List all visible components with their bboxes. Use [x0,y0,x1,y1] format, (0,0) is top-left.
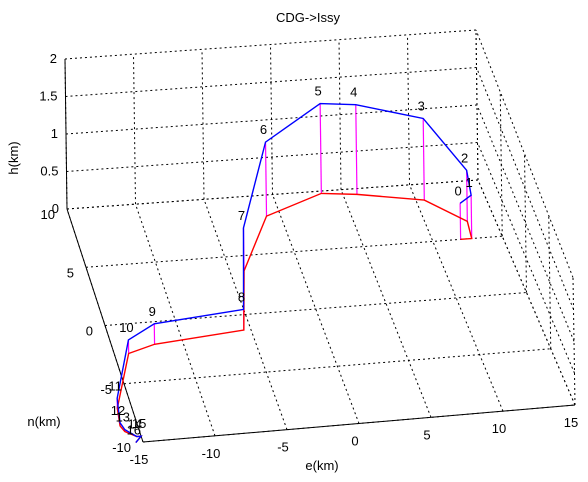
altitude-drop-line [460,203,461,239]
grid-line-back-e [408,35,410,185]
waypoint-label: 3 [418,98,425,113]
grid-line-side-h [477,68,574,310]
waypoint-label: 16 [127,423,141,438]
x-axis-label: e(km) [305,458,338,473]
z-axis-label: h(km) [6,141,21,174]
waypoint-label: 6 [260,122,267,137]
y-tick-label: 0 [86,324,93,339]
grid-line-side-h [477,105,574,341]
altitude-drop-lines [117,104,472,432]
z-tick-label: 2 [50,51,57,66]
series-lines [117,104,472,443]
altitude-drop-line [423,118,424,200]
z-tick-label: 0.5 [40,164,58,179]
grid-line-back-h [66,68,477,97]
x-tick-label: -5 [277,440,289,455]
waypoint-label: 2 [461,150,468,165]
grid-line-floor-n [105,293,527,326]
y-tick-label: 5 [67,265,74,280]
grid-line-side-n [549,216,551,349]
altitude-drop-line [266,142,267,216]
x-tick-label: 5 [423,427,430,442]
z-tick-label: 1 [51,126,58,141]
x-tick-label: -15 [130,452,149,467]
y-axis-label: n(km) [27,414,60,429]
waypoint-label: 8 [238,289,245,304]
grid-line-back-h [65,30,476,59]
waypoint-label: 4 [350,85,357,100]
waypoint-label: 9 [149,304,156,319]
grid-line-back-h [67,143,478,172]
waypoint-label: 7 [238,208,245,223]
z-tick-label: 0 [52,201,59,216]
altitude-drop-line [471,195,472,238]
waypoint-label: 1 [466,175,473,190]
x-tick-label: 15 [564,415,578,430]
grid-line-side-h [478,143,575,374]
waypoint-label: 11 [108,378,122,393]
grid-line-back-e [134,54,136,204]
grid-line-floor-e [410,185,504,411]
altitude-drop-line [356,105,357,195]
waypoint-label: 5 [315,84,322,99]
chart-title: CDG->Issy [276,10,340,25]
x-tick-label: 10 [492,421,506,436]
grid-line-side-h [476,30,573,278]
grid-line-side-n [525,154,527,293]
trajectory-line [117,104,471,443]
ground-track-line [117,193,471,442]
z-tick-label: 1.5 [39,89,57,104]
x-tick-label: 0 [351,434,358,449]
y-tick-label: -10 [112,440,131,455]
x-tick-label: -10 [202,446,221,461]
waypoint-label: 0 [455,183,462,198]
axis-edge-e [143,405,575,442]
waypoint-label: 10 [119,320,133,335]
altitude-drop-line [320,104,321,194]
